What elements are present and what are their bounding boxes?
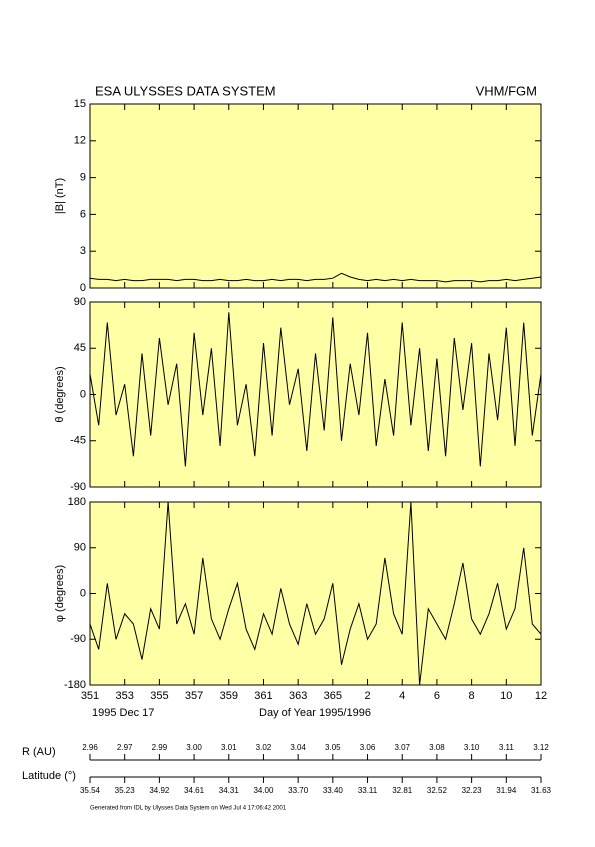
x-tick-label: 8 xyxy=(469,690,475,702)
lat-value: 33.40 xyxy=(323,786,344,795)
y-tick-label: 0 xyxy=(80,587,86,599)
r-value: 3.12 xyxy=(533,743,549,752)
latitude-label: Latitude (°) xyxy=(22,770,76,782)
panel-background xyxy=(89,301,542,488)
lat-value: 32.81 xyxy=(392,786,413,795)
r-label: R (AU) xyxy=(22,746,56,758)
r-value: 3.02 xyxy=(256,743,272,752)
r-value: 3.08 xyxy=(429,743,445,752)
instrument: VHM/FGM xyxy=(476,83,537,98)
y-tick-label: 90 xyxy=(74,296,86,308)
lat-value: 34.31 xyxy=(219,786,240,795)
panel-background xyxy=(89,103,542,289)
lat-value: 32.52 xyxy=(427,786,448,795)
data-line xyxy=(89,312,542,467)
y-tick-label: -90 xyxy=(70,481,86,493)
y-tick-label: 15 xyxy=(74,98,86,110)
y-tick-label: -45 xyxy=(70,435,86,447)
r-value: 3.06 xyxy=(360,743,376,752)
x-tick-label: 363 xyxy=(289,690,307,702)
y-tick-label: 0 xyxy=(80,388,86,400)
y-tick-label: 0 xyxy=(80,282,86,294)
x-tick-label: 12 xyxy=(535,690,547,702)
r-value: 3.05 xyxy=(325,743,341,752)
y-axis-label: |B| (nT) xyxy=(54,178,66,214)
lat-value: 35.54 xyxy=(80,786,101,795)
start-date: 1995 Dec 17 xyxy=(92,707,154,719)
y-axis-label: φ (degrees) xyxy=(54,565,66,622)
y-axis-label: θ (degrees) xyxy=(54,366,66,422)
x-tick-label: 359 xyxy=(220,690,238,702)
title: ESA ULYSSES DATA SYSTEM xyxy=(95,83,276,98)
r-value: 3.11 xyxy=(499,743,515,752)
x-tick-label: 2 xyxy=(364,690,370,702)
r-value: 2.99 xyxy=(152,743,168,752)
x-tick-label: 351 xyxy=(81,690,99,702)
panel-background xyxy=(89,501,542,686)
lat-value: 31.94 xyxy=(496,786,517,795)
lat-value: 34.00 xyxy=(253,786,274,795)
x-tick-label: 353 xyxy=(116,690,134,702)
y-tick-label: 12 xyxy=(74,135,86,147)
y-tick-label: 90 xyxy=(74,542,86,554)
y-tick-label: -180 xyxy=(64,679,86,691)
r-value: 3.04 xyxy=(290,743,306,752)
y-tick-label: 6 xyxy=(80,208,86,220)
r-value: 2.96 xyxy=(82,743,98,752)
lat-value: 33.70 xyxy=(288,786,309,795)
x-tick-label: 355 xyxy=(150,690,168,702)
lat-value: 32.23 xyxy=(462,786,483,795)
x-axis-label: Day of Year 1995/1996 xyxy=(259,707,371,719)
lat-value: 33.11 xyxy=(358,786,378,795)
r-value: 3.07 xyxy=(394,743,410,752)
x-tick-label: 365 xyxy=(324,690,342,702)
x-tick-label: 4 xyxy=(399,690,405,702)
lat-value: 34.92 xyxy=(149,786,170,795)
x-tick-label: 357 xyxy=(185,690,203,702)
x-tick-label: 361 xyxy=(254,690,272,702)
x-tick-label: 10 xyxy=(500,690,512,702)
r-value: 3.01 xyxy=(221,743,237,752)
y-tick-label: -90 xyxy=(70,633,86,645)
r-value: 2.97 xyxy=(117,743,133,752)
y-tick-label: 180 xyxy=(68,496,86,508)
x-tick-label: 6 xyxy=(434,690,440,702)
r-value: 3.00 xyxy=(186,743,202,752)
lat-value: 31.63 xyxy=(531,786,552,795)
y-tick-label: 3 xyxy=(80,245,86,257)
data-line xyxy=(89,272,542,283)
footer: Generated from IDL by Ulysses Data Syste… xyxy=(90,806,287,812)
lat-value: 35.23 xyxy=(115,786,136,795)
y-tick-label: 45 xyxy=(74,342,86,354)
lat-value: 34.61 xyxy=(184,786,205,795)
y-tick-label: 9 xyxy=(80,172,86,184)
r-value: 3.10 xyxy=(464,743,480,752)
data-line xyxy=(89,501,542,686)
